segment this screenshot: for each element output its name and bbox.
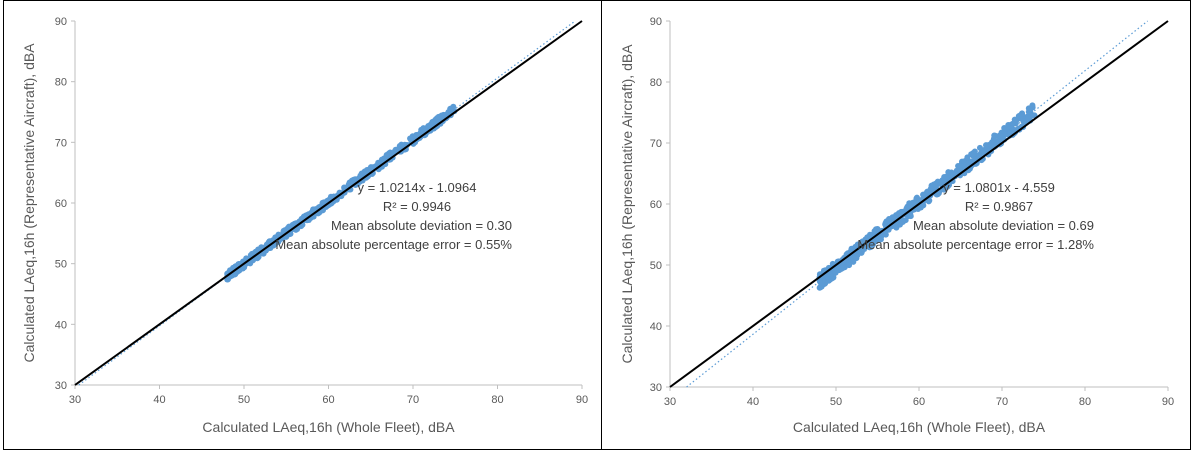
x-axis-title: Calculated LAeq,16h (Whole Fleet), dBA xyxy=(793,419,1046,435)
data-point xyxy=(850,255,857,262)
data-point xyxy=(824,273,831,280)
annotation-line: Mean absolute percentage error = 0.55% xyxy=(275,237,512,252)
x-tick-label: 90 xyxy=(576,394,588,406)
y-tick-label: 60 xyxy=(55,198,67,210)
data-point xyxy=(383,151,390,158)
data-point xyxy=(906,212,913,219)
data-point xyxy=(876,236,883,243)
y-tick-label: 70 xyxy=(650,138,662,150)
data-point xyxy=(378,156,385,163)
data-point xyxy=(864,234,871,241)
annotation-line: R² = 0.9867 xyxy=(965,199,1033,214)
x-tick-label: 60 xyxy=(322,394,334,406)
data-point xyxy=(882,231,889,238)
annotation-line: Mean absolute deviation = 0.69 xyxy=(913,218,1094,233)
identity-line xyxy=(74,20,583,386)
y-tick-label: 80 xyxy=(650,77,662,89)
annotation-line: Mean absolute deviation = 0.30 xyxy=(331,218,512,233)
y-tick-label: 90 xyxy=(650,16,662,28)
data-point xyxy=(367,164,374,171)
x-tick-label: 80 xyxy=(491,394,503,406)
chart-panel-right: 30 40 50 60 70 80 90 30 40 50 60 70 80 90 y = 1.0801x … xyxy=(601,0,1191,450)
data-point xyxy=(310,206,317,213)
x-tick-label: 50 xyxy=(830,396,842,408)
y-tick-label: 40 xyxy=(55,319,67,331)
data-point xyxy=(969,150,976,157)
scatter-points xyxy=(816,102,1038,291)
data-point xyxy=(435,113,442,120)
regression-annotation: y = 1.0801x - 4.559 R² = 0.9867 Mean absol… xyxy=(857,180,1094,252)
y-tick-label: 50 xyxy=(650,260,662,272)
x-tick-label: 90 xyxy=(1162,396,1174,408)
data-point xyxy=(1015,113,1022,120)
data-point xyxy=(1009,125,1016,132)
y-tick-label: 30 xyxy=(55,380,67,392)
data-point xyxy=(992,132,999,139)
x-tick-label: 40 xyxy=(153,394,165,406)
y-tick-label: 80 xyxy=(55,77,67,89)
data-point xyxy=(945,169,952,176)
x-tick-label: 80 xyxy=(1079,396,1091,408)
annotation-line: y = 1.0214x - 1.0964 xyxy=(358,180,477,195)
data-point xyxy=(407,136,414,143)
data-point xyxy=(1025,114,1032,121)
y-tick-label: 70 xyxy=(55,137,67,149)
data-point xyxy=(398,141,405,148)
data-point xyxy=(871,228,878,235)
y-axis-title: Calculated LAeq,16h (Representative Airc… xyxy=(21,43,37,363)
data-point xyxy=(846,262,853,269)
y-tick-label: 90 xyxy=(55,16,67,28)
annotation-line: R² = 0.9946 xyxy=(383,199,451,214)
data-point xyxy=(870,241,877,248)
x-tick-label: 30 xyxy=(664,396,676,408)
trendline xyxy=(78,20,576,386)
identity-line xyxy=(669,20,1169,388)
data-point xyxy=(983,142,990,149)
x-tick-label: 70 xyxy=(407,394,419,406)
data-point xyxy=(964,154,971,161)
x-tick-label: 50 xyxy=(238,394,250,406)
y-axis-title: Calculated LAeq,16h (Representative Airc… xyxy=(619,44,635,364)
data-point xyxy=(891,223,898,230)
x-tick-label: 70 xyxy=(996,396,1008,408)
data-point xyxy=(1009,120,1016,127)
x-axis-title: Calculated LAeq,16h (Whole Fleet), dBA xyxy=(202,419,455,435)
annotation-line: Mean absolute percentage error = 1.28% xyxy=(857,237,1094,252)
data-point xyxy=(976,144,983,151)
chart-panel-left: 30 40 50 60 70 80 90 30 40 50 60 70 80 90 y = 1.0214x … xyxy=(3,0,602,450)
scatter-chart-left: 30 40 50 60 70 80 90 30 40 50 60 70 80 90 y = 1.0214x … xyxy=(21,16,588,435)
data-point xyxy=(899,219,906,226)
y-tick-label: 40 xyxy=(650,321,662,333)
scatter-chart-right: 30 40 50 60 70 80 90 30 40 50 60 70 80 90 y = 1.0801x … xyxy=(619,16,1174,435)
data-point xyxy=(1029,102,1036,109)
y-tick-label: 60 xyxy=(650,199,662,211)
y-tick-label: 50 xyxy=(55,259,67,271)
x-tick-label: 30 xyxy=(69,394,81,406)
data-point xyxy=(241,264,248,271)
data-point xyxy=(979,149,986,156)
x-tick-label: 40 xyxy=(747,396,759,408)
x-tick-label: 60 xyxy=(913,396,925,408)
annotation-line: y = 1.0801x - 4.559 xyxy=(943,180,1055,195)
data-point xyxy=(832,269,839,276)
regression-annotation: y = 1.0214x - 1.0964 R² = 0.9946 Mean abso… xyxy=(275,180,512,252)
y-tick-label: 30 xyxy=(650,382,662,394)
